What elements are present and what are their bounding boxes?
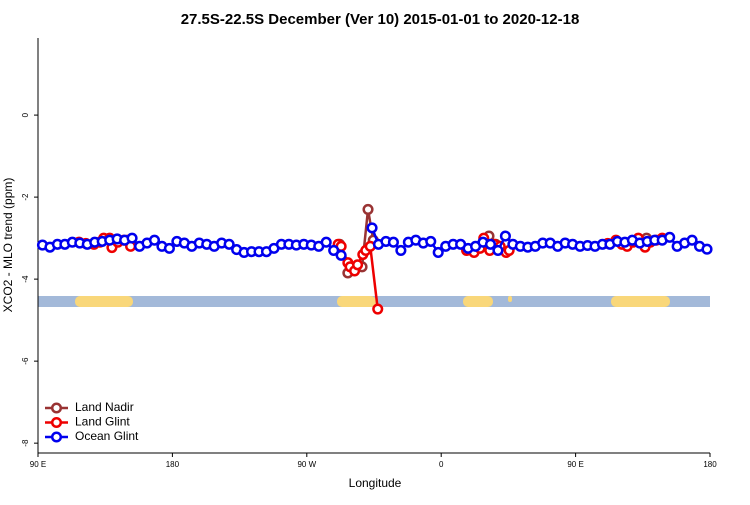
y-tick-label: -4 xyxy=(21,275,30,283)
legend-label: Land Glint xyxy=(75,415,130,429)
data-point xyxy=(148,234,161,246)
land-band xyxy=(337,296,376,307)
y-tick-label: -2 xyxy=(21,193,30,201)
data-point xyxy=(387,236,399,248)
y-tick-label: -8 xyxy=(21,439,30,447)
x-tick-label: 90 E xyxy=(567,460,583,469)
y-tick-label: -6 xyxy=(21,357,30,365)
x-axis-label: Longitude xyxy=(349,476,402,490)
data-point xyxy=(366,222,378,234)
data-point xyxy=(701,243,713,255)
data-point xyxy=(126,232,138,244)
data-point xyxy=(320,236,332,248)
data-point xyxy=(328,244,340,256)
y-tick-label: 0 xyxy=(21,112,30,117)
chart-title: 27.5S-22.5S December (Ver 10) 2015-01-01… xyxy=(181,11,580,28)
x-tick-label: 0 xyxy=(439,460,444,469)
data-point xyxy=(499,230,511,242)
x-tick-label: 90 W xyxy=(297,460,316,469)
data-point xyxy=(686,234,698,246)
data-point xyxy=(352,259,364,271)
land-ocean-strip xyxy=(38,296,710,307)
x-tick-label: 180 xyxy=(166,460,180,469)
legend-label: Land Nadir xyxy=(75,400,134,414)
legend-marker xyxy=(50,402,63,414)
x-tick-label: 90 E xyxy=(30,460,46,469)
y-axis-label: XCO2 - MLO trend (ppm) xyxy=(1,178,15,313)
data-point xyxy=(395,244,407,256)
data-point xyxy=(432,246,444,259)
land-band xyxy=(611,296,670,307)
data-point xyxy=(492,244,504,256)
data-point xyxy=(425,235,437,247)
legend-marker xyxy=(50,431,63,443)
x-tick-label: 180 xyxy=(703,460,717,469)
legend-label: Ocean Glint xyxy=(75,429,139,443)
land-band xyxy=(75,296,133,307)
data-point xyxy=(163,242,175,254)
data-point xyxy=(372,303,384,315)
data-point xyxy=(335,249,347,261)
data-point xyxy=(223,238,235,250)
land-band xyxy=(508,296,512,302)
land-band xyxy=(463,296,493,307)
legend-marker xyxy=(50,416,63,429)
data-point xyxy=(484,238,497,250)
data-point xyxy=(664,231,676,243)
data-point xyxy=(362,203,374,215)
